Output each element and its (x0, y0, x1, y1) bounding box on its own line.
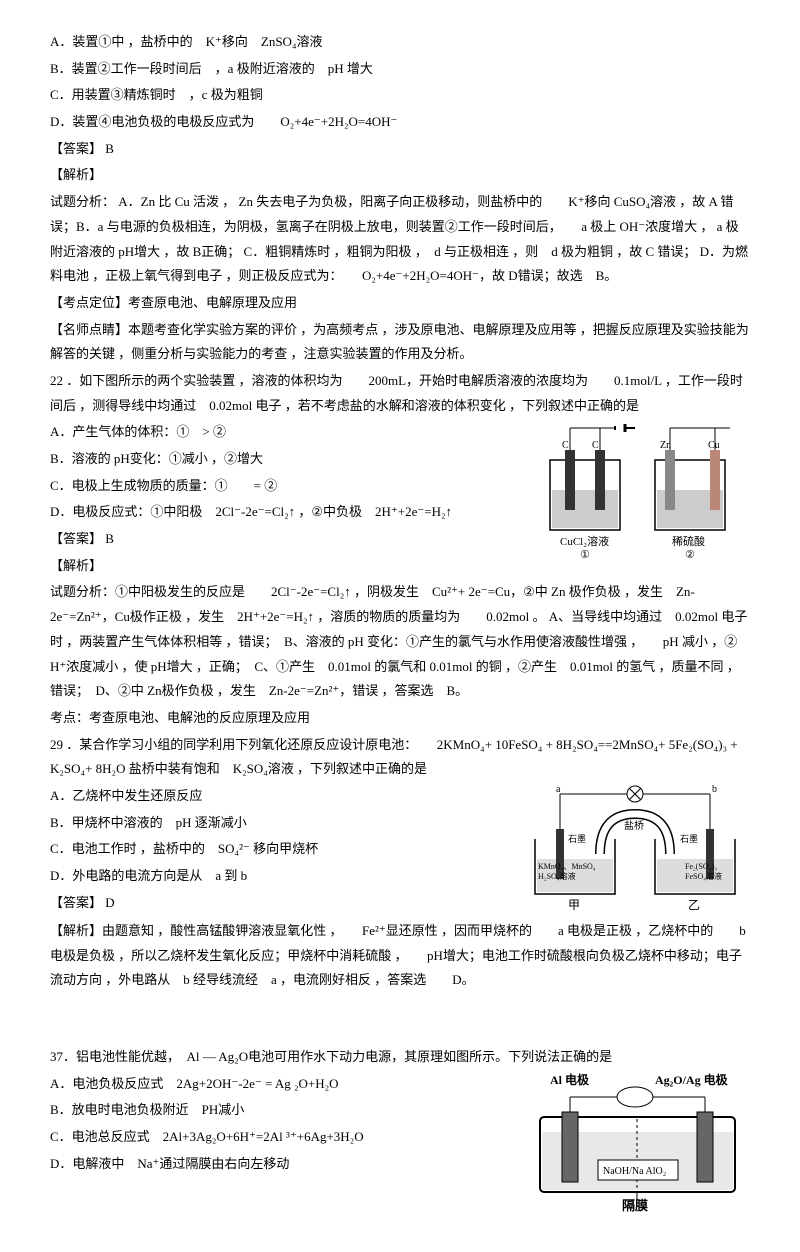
solution-label: NaOH/Na AlO₂ (603, 1166, 666, 1177)
salt-bridge-label: 盐桥 (624, 819, 644, 832)
electrode-left: 石墨 (568, 834, 586, 844)
text: B．溶液的 pH变化：①减小 ，②增大 (50, 451, 263, 466)
text: C．用装置③精炼铜时 ，c 极为粗铜 (50, 87, 263, 102)
al-electrode-label: Al 电极 (550, 1072, 590, 1087)
q22-stem: 22 ．如下图所示的两个实验装置 ，溶液的体积均为 200mL，开始时电解质溶液… (50, 369, 750, 418)
sol-left2: H₂SO₄溶液 (538, 871, 576, 881)
text: D．装置④电池负极的电极反应式为 O₂+4e⁻+2H₂O=4OH⁻ (50, 114, 397, 129)
text: 【答案】 D (50, 895, 115, 910)
text: 【解析】 (50, 167, 102, 182)
terminal-a: a (556, 784, 561, 795)
sol-right2: FeSO₄溶液 (685, 871, 722, 881)
terminal-b: b (712, 784, 717, 795)
text: 【解析】 (50, 558, 102, 573)
text: 29 ．某合作学习小组的同学利用下列氧化还原反应设计原电池： 2KMnO₄+ 1… (50, 737, 738, 777)
q21-tip: 【名师点睛】本题考查化学实验方案的评价 ，为高频考点 ，涉及原电池、电解原理及应… (50, 318, 750, 367)
text: 22 ．如下图所示的两个实验装置 ，溶液的体积均为 200mL，开始时电解质溶液… (50, 373, 743, 413)
sol-right1: Fe₂(SO₄)₃ (685, 862, 717, 871)
text: 【解析】由题意知 ，酸性高锰酸钾溶液显氧化性 ， Fe²⁺显还原性 ，因而甲烧杯… (50, 923, 746, 987)
q21-explain: 试题分析： A．Zn 比 Cu 活泼 ， Zn 失去电子为负极，阳离子向正极移动… (50, 190, 750, 289)
q21-option-a: A．装置①中 ，盐桥中的 K⁺移向 ZnSO₄溶液 (50, 30, 750, 55)
q21-option-c: C．用装置③精炼铜时 ，c 极为粗铜 (50, 83, 750, 108)
text: 试题分析：①中阳极发生的反应是 2Cl⁻-2e⁻=Cl₂↑ ，阴极发生 Cu²⁺… (50, 584, 747, 698)
text: A．产生气体的体积：① > ② (50, 424, 226, 439)
text: D．电解液中 Na⁺通过隔膜由右向左移动 (50, 1156, 289, 1171)
text: D．电极反应式：①中阳极 2Cl⁻-2e⁻=Cl₂↑ ，②中负极 2H⁺+2e⁻… (50, 504, 452, 519)
q22-figure: C C CuCl₂溶液 ① Zn Cu 稀硫酸 ② (530, 420, 750, 560)
q21-option-d: D．装置④电池负极的电极反应式为 O₂+4e⁻+2H₂O=4OH⁻ (50, 110, 750, 135)
q22-explain: 试题分析：①中阳极发生的反应是 2Cl⁻-2e⁻=Cl₂↑ ，阴极发生 Cu²⁺… (50, 580, 750, 703)
electrode-label: C (592, 440, 599, 451)
text: C．电池总反应式 2Al+3Ag₂O+6H⁺=2Al ³⁺+6Ag+3H₂O (50, 1129, 364, 1144)
text: 37．铝电池性能优越， Al — Ag₂O电池可用作水下动力电源，其原理如图所示… (50, 1049, 612, 1064)
q22-keypoint: 考点：考查原电池、电解池的反应原理及应用 (50, 706, 750, 731)
beaker1-label: CuCl₂溶液 (560, 534, 609, 548)
q37-figure: Al 电极 Ag₂O/Ag 电极 NaOH/Na AlO₂ 隔膜 (520, 1072, 750, 1217)
text: 考点：考查原电池、电解池的反应原理及应用 (50, 710, 310, 725)
text: 【答案】 B (50, 141, 114, 156)
q21-explain-header: 【解析】 (50, 163, 750, 188)
text: B．装置②工作一段时间后 ，a 极附近溶液的 pH 增大 (50, 61, 373, 76)
text: A．装置①中 ，盐桥中的 K⁺移向 ZnSO₄溶液 (50, 34, 322, 49)
q37-stem: 37．铝电池性能优越， Al — Ag₂O电池可用作水下动力电源，其原理如图所示… (50, 1045, 750, 1070)
text: 【名师点睛】本题考查化学实验方案的评价 ，为高频考点 ，涉及原电池、电解原理及应… (50, 322, 749, 362)
text: C．电极上生成物质的质量：① = ② (50, 478, 277, 493)
text: B．放电时电池负极附近 PH减小 (50, 1102, 244, 1117)
cup1: 甲 (568, 898, 580, 912)
beaker1-num: ① (580, 549, 590, 560)
cup2: 乙 (688, 898, 700, 912)
sol-left1: KMnO₄、MnSO₄ (538, 862, 596, 871)
q29-stem: 29 ．某合作学习小组的同学利用下列氧化还原反应设计原电池： 2KMnO₄+ 1… (50, 733, 750, 782)
q29-explain: 【解析】由题意知 ，酸性高锰酸钾溶液显氧化性 ， Fe²⁺显还原性 ，因而甲烧杯… (50, 919, 750, 993)
q21-keypoint: 【考点定位】考查原电池、电解原理及应用 (50, 291, 750, 316)
q21-option-b: B．装置②工作一段时间后 ，a 极附近溶液的 pH 增大 (50, 57, 750, 82)
ag-electrode-label: Ag₂O/Ag 电极 (655, 1072, 729, 1087)
text: A．电池负极反应式 2Ag+2OH⁻-2e⁻ = Ag ₂O+H₂O (50, 1076, 339, 1091)
text: 【考点定位】考查原电池、电解原理及应用 (50, 295, 297, 310)
beaker2-num: ② (685, 549, 695, 560)
text: C．电池工作时 ，盐桥中的 SO₄²⁻ 移向甲烧杯 (50, 841, 318, 856)
text: 试题分析： A．Zn 比 Cu 活泼 ， Zn 失去电子为负极，阳离子向正极移动… (50, 194, 748, 283)
electrode-label: Zn (660, 440, 671, 451)
beaker2-label: 稀硫酸 (672, 534, 705, 548)
electrode-label: C (562, 440, 569, 451)
text: D．外电路的电流方向是从 a 到 b (50, 868, 247, 883)
q21-answer: 【答案】 B (50, 137, 750, 162)
text: 【答案】 B (50, 531, 114, 546)
q29-figure: a b 盐桥 石墨 KMnO₄、MnSO₄ H₂SO₄溶液 甲 石墨 Fe₂(S… (520, 784, 750, 914)
electrode-right: 石墨 (680, 834, 698, 844)
membrane-label: 隔膜 (622, 1198, 648, 1213)
electrode-label: Cu (708, 440, 720, 451)
text: A．乙烧杯中发生还原反应 (50, 788, 202, 803)
text: B．甲烧杯中溶液的 pH 逐渐减小 (50, 815, 247, 830)
